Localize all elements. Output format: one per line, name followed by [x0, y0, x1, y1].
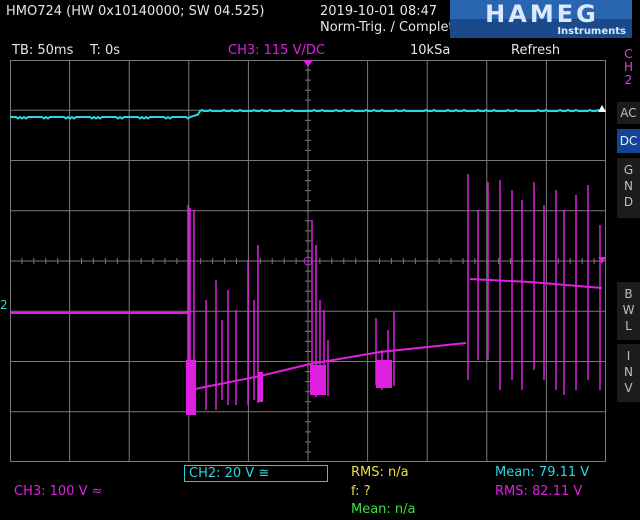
ch2-scale-readout[interactable]: CH2: 20 V ≅	[184, 465, 328, 482]
datetime: 2019-10-01 08:47	[320, 4, 438, 19]
logo-sub: Instruments	[557, 26, 626, 37]
bwl-button[interactable]: B W L	[617, 282, 640, 340]
gnd-letter-d: D	[623, 195, 634, 209]
waveform-display[interactable]	[10, 60, 606, 462]
coupling-ac-button[interactable]: AC	[617, 102, 640, 124]
ch3-waveform	[10, 174, 603, 415]
inv-letter-n: N	[624, 365, 633, 379]
trigger-position-marker[interactable]	[303, 60, 606, 266]
inv-letter-v: V	[624, 381, 633, 395]
channel-indicator: C H 2	[617, 48, 640, 87]
ch2-ground-marker[interactable]: 2	[0, 298, 8, 312]
trigger-source[interactable]: CH3: 115 V/DC	[228, 43, 325, 58]
trigger-time[interactable]: T: 0s	[90, 43, 121, 58]
frequency-readout: f: ?	[351, 484, 371, 499]
coupling-gnd-button[interactable]: G N D	[617, 158, 640, 218]
channel-number: 2	[624, 73, 633, 87]
trigger-status: Norm-Trig. / Complete	[320, 20, 462, 35]
gnd-letter-n: N	[624, 179, 633, 193]
graticule-ticks	[10, 60, 606, 453]
sample-rate[interactable]: 10kSa	[410, 43, 451, 58]
device-info: HMO724 (HW 0x10140000; SW 04.525)	[6, 4, 265, 19]
coupling-dc-button[interactable]: DC	[617, 129, 640, 153]
rms-center-readout: RMS: n/a	[351, 465, 409, 480]
channel-letter-h: H	[623, 60, 634, 74]
invert-button[interactable]: I N V	[617, 344, 640, 402]
trigger-source-label: CH3: 115 V	[228, 43, 302, 58]
ch2-waveform	[10, 108, 606, 120]
channel-letter-c: C	[624, 47, 633, 61]
logo-brand: HAMEG	[485, 0, 599, 28]
acquisition-mode[interactable]: Refresh	[511, 43, 561, 58]
hameg-logo: HAMEG Instruments	[450, 0, 632, 38]
inv-letter-i: I	[626, 349, 631, 363]
rms-ch3-readout: RMS: 82.11 V	[495, 484, 583, 499]
timebase[interactable]: TB: 50ms	[12, 43, 74, 58]
bwl-letter-b: B	[624, 287, 633, 301]
trigger-coupling: /DC	[301, 43, 325, 58]
mean-center-readout: Mean: n/a	[351, 502, 416, 517]
mean-ch2-readout: Mean: 79.11 V	[495, 465, 590, 480]
ch3-scale-readout[interactable]: CH3: 100 V ≈	[14, 484, 103, 499]
bwl-letter-l: L	[625, 319, 632, 333]
bwl-letter-w: W	[622, 303, 635, 317]
gnd-letter-g: G	[623, 163, 634, 177]
